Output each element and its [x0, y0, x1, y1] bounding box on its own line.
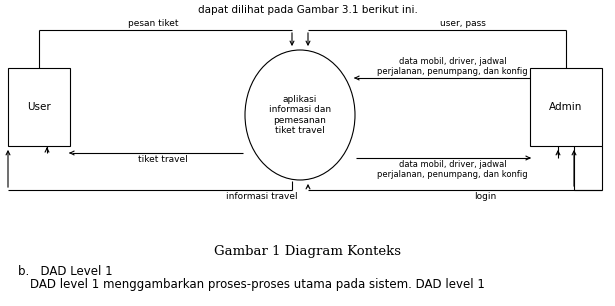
- Text: Gambar 1 Diagram Konteks: Gambar 1 Diagram Konteks: [214, 245, 401, 259]
- Text: tiket travel: tiket travel: [138, 155, 188, 164]
- Bar: [8, 68, 70, 146]
- Ellipse shape: [245, 50, 355, 180]
- Text: data mobil, driver, jadwal
perjalanan, penumpang, dan konfig: data mobil, driver, jadwal perjalanan, p…: [377, 57, 528, 76]
- Text: informasi travel: informasi travel: [226, 192, 298, 201]
- Text: DAD level 1 menggambarkan proses-proses utama pada sistem. DAD level 1: DAD level 1 menggambarkan proses-proses …: [30, 278, 485, 291]
- Text: b.   DAD Level 1: b. DAD Level 1: [18, 265, 113, 278]
- Text: dapat dilihat pada Gambar 3.1 berikut ini.: dapat dilihat pada Gambar 3.1 berikut in…: [197, 5, 418, 15]
- Text: data mobil, driver, jadwal
perjalanan, penumpang, dan konfig: data mobil, driver, jadwal perjalanan, p…: [377, 160, 528, 179]
- Text: aplikasi
informasi dan
pemesanan
tiket travel: aplikasi informasi dan pemesanan tiket t…: [269, 95, 331, 135]
- Bar: [530, 68, 602, 146]
- Text: Admin: Admin: [549, 102, 582, 112]
- Text: User: User: [27, 102, 51, 112]
- Text: pesan tiket: pesan tiket: [127, 19, 178, 28]
- Text: login: login: [474, 192, 496, 201]
- Text: user, pass: user, pass: [440, 19, 486, 28]
